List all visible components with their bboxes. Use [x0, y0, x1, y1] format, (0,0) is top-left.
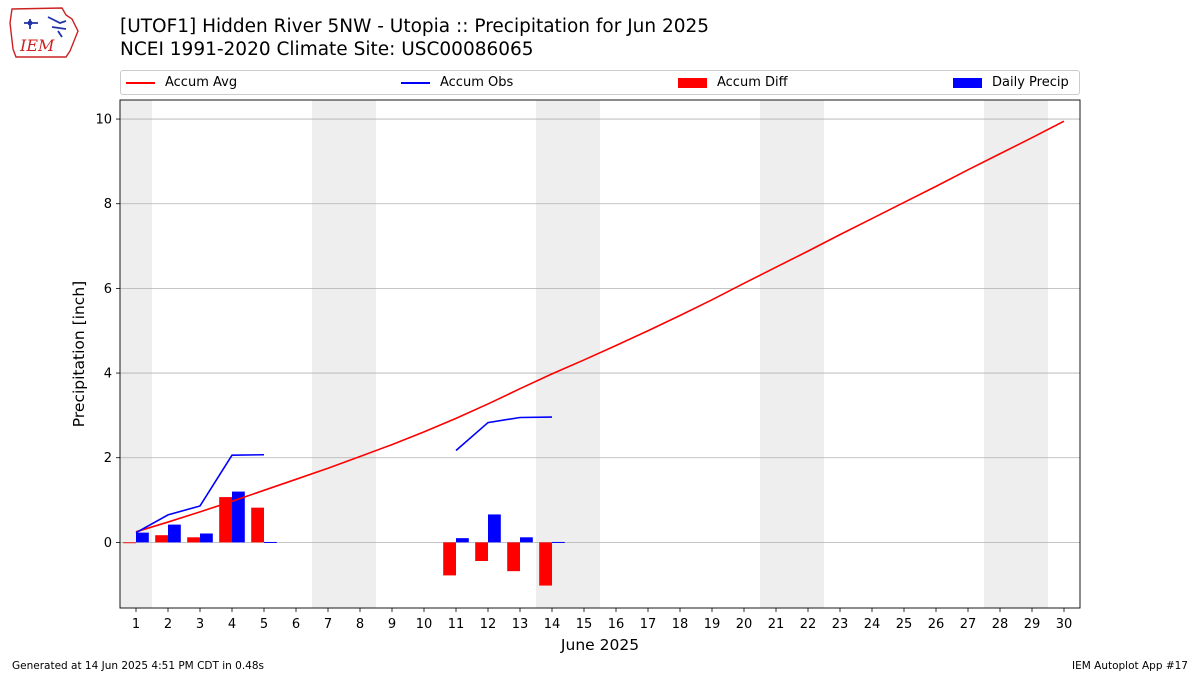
xtick-label-6: 6	[292, 617, 300, 632]
xtick-label-13: 13	[512, 617, 529, 632]
diff-bar-day-13	[507, 542, 520, 572]
diff-bar-day-3	[187, 537, 200, 543]
xtick-label-9: 9	[388, 617, 396, 632]
xtick-label-2: 2	[164, 617, 172, 632]
xtick-label-16: 16	[608, 617, 625, 632]
xtick-label-8: 8	[356, 617, 364, 632]
xtick-label-12: 12	[480, 617, 497, 632]
xtick-label-17: 17	[640, 617, 657, 632]
diff-bar-day-4	[219, 497, 232, 543]
legend-item-avg: Accum Avg	[126, 71, 237, 94]
diff-bar-day-5	[251, 507, 264, 543]
plot-frame	[119, 99, 1081, 609]
accum-obs-line-1	[455, 416, 553, 452]
x-axis-label: June 2025	[560, 636, 639, 654]
xtick-label-10: 10	[416, 617, 433, 632]
xtick-label-25: 25	[896, 617, 913, 632]
legend-label-obs: Accum Obs	[440, 75, 514, 90]
weekend-band-4	[984, 100, 1048, 608]
weekend-band-0	[120, 100, 152, 608]
xtick-label-28: 28	[992, 617, 1009, 632]
daily-bar-day-2	[168, 524, 181, 543]
diff-bar-day-12	[475, 542, 488, 562]
ytick-label-0: 0	[104, 536, 112, 551]
accum-avg-line	[135, 120, 1065, 533]
daily-bar-day-3	[200, 533, 213, 543]
xtick-label-3: 3	[196, 617, 204, 632]
xtick-label-20: 20	[736, 617, 753, 632]
xtick-label-24: 24	[864, 617, 881, 632]
diff-bar-day-11	[443, 542, 456, 576]
daily-bar-day-13	[520, 537, 533, 543]
xtick-label-26: 26	[928, 617, 945, 632]
diff-bar-day-14	[539, 542, 552, 586]
legend-label-daily: Daily Precip	[992, 75, 1069, 90]
ytick-label-8: 8	[104, 197, 112, 212]
xtick-label-7: 7	[324, 617, 332, 632]
weekend-band-3	[760, 100, 824, 608]
daily-bar-day-5	[264, 541, 277, 543]
legend: Accum Avg Accum Obs Accum Diff Daily Pre…	[120, 70, 1080, 95]
legend-swatch-obs	[401, 81, 430, 84]
xtick-label-4: 4	[228, 617, 236, 632]
y-axis-label: Precipitation [inch]	[70, 281, 88, 427]
xtick-label-27: 27	[960, 617, 977, 632]
daily-bar-day-1	[136, 532, 149, 543]
daily-bar-day-11	[456, 538, 469, 543]
legend-item-obs: Accum Obs	[401, 71, 513, 94]
xtick-label-29: 29	[1024, 617, 1041, 632]
diff-bar-day-2	[155, 535, 168, 543]
iem-logo-text: IEM	[19, 36, 55, 55]
legend-item-diff: Accum Diff	[678, 71, 788, 94]
weekend-band-2	[536, 100, 600, 608]
legend-item-daily: Daily Precip	[953, 71, 1069, 94]
daily-bar-day-12	[488, 514, 501, 543]
xtick-label-18: 18	[672, 617, 689, 632]
xtick-label-23: 23	[832, 617, 849, 632]
footer-generated: Generated at 14 Jun 2025 4:51 PM CDT in …	[12, 660, 265, 672]
legend-label-avg: Accum Avg	[165, 75, 238, 90]
chart-title: [UTOF1] Hidden River 5NW - Utopia :: Pre…	[120, 16, 710, 37]
ytick-label-6: 6	[104, 282, 112, 297]
xtick-label-21: 21	[768, 617, 785, 632]
legend-swatch-diff	[678, 77, 707, 88]
xtick-label-14: 14	[544, 617, 561, 632]
xtick-label-22: 22	[800, 617, 817, 632]
ytick-label-2: 2	[104, 451, 112, 466]
xtick-label-30: 30	[1056, 617, 1073, 632]
legend-label-diff: Accum Diff	[717, 75, 788, 90]
xtick-label-15: 15	[576, 617, 593, 632]
daily-bar-day-14	[552, 541, 565, 543]
daily-bar-day-4	[232, 491, 245, 543]
ytick-label-4: 4	[104, 367, 112, 382]
chart-subtitle: NCEI 1991-2020 Climate Site: USC00086065	[120, 39, 534, 60]
accum-obs-line-0	[135, 453, 265, 534]
ytick-label-10: 10	[95, 113, 112, 128]
legend-swatch-avg	[126, 81, 155, 84]
weekend-band-1	[312, 100, 376, 608]
footer-app: IEM Autoplot App #17	[1072, 660, 1188, 672]
xtick-label-11: 11	[448, 617, 465, 632]
iem-logo: IEM	[9, 7, 79, 58]
xtick-label-1: 1	[132, 617, 140, 632]
xtick-label-5: 5	[260, 617, 268, 632]
legend-swatch-daily	[953, 77, 982, 88]
xtick-label-19: 19	[704, 617, 721, 632]
iowa-outline-icon	[9, 7, 79, 58]
diff-bar-day-1	[123, 542, 136, 544]
